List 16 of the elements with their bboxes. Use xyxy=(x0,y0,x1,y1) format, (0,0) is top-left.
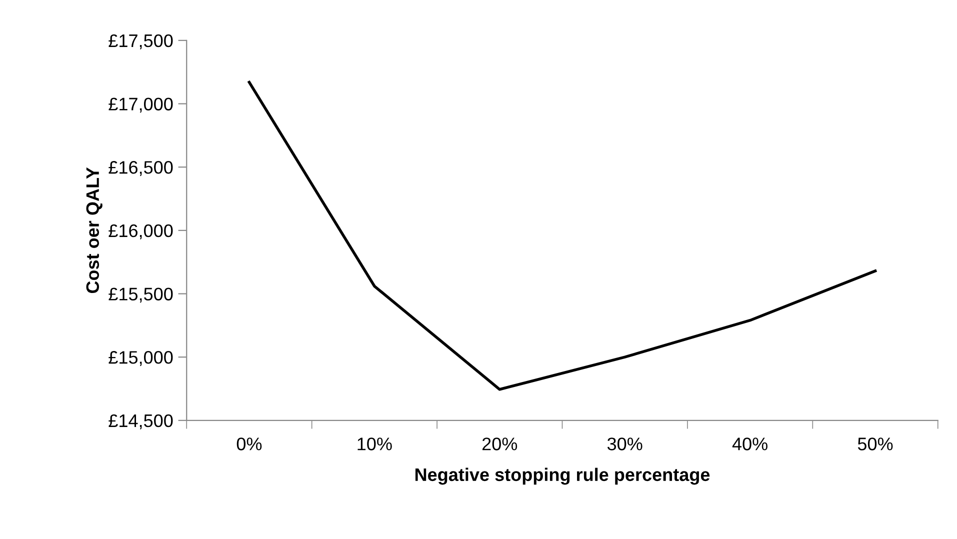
y-tick-label: £17,500 xyxy=(108,34,173,50)
y-tick-label: £17,000 xyxy=(108,98,173,113)
y-tick-label: £16,000 xyxy=(108,224,173,240)
line-series xyxy=(248,80,877,391)
y-axis-title: Cost oer QALY xyxy=(86,167,102,294)
y-tick-label: £14,500 xyxy=(108,414,173,430)
x-tick-label: 40% xyxy=(732,438,768,450)
x-tick-label: 10% xyxy=(358,438,392,450)
x-axis-title: Negative stopping rule percentage xyxy=(415,468,710,485)
y-tick-label: £15,000 xyxy=(108,351,173,366)
y-tick-label: £15,500 xyxy=(108,288,173,303)
x-tick-label: 30% xyxy=(607,438,642,450)
x-tick-label: 50% xyxy=(858,438,893,450)
x-tick-label: 20% xyxy=(482,438,518,450)
x-tick-label: 0% xyxy=(236,438,262,450)
y-tick-label: £16,500 xyxy=(108,161,173,176)
